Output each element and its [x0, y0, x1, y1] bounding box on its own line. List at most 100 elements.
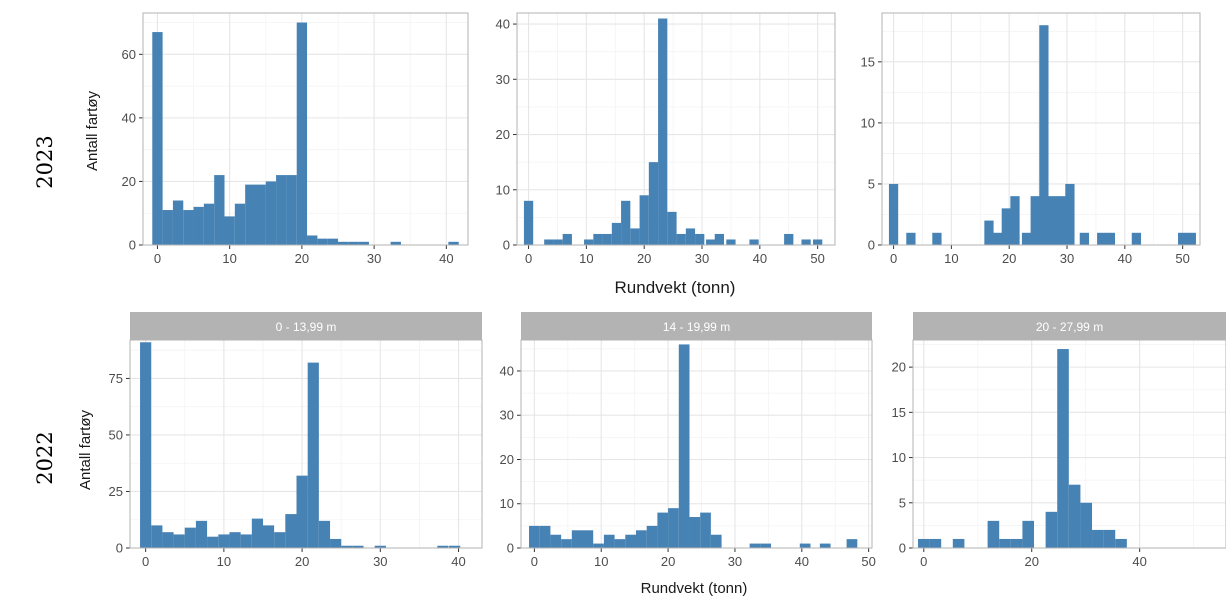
histogram-bar	[1010, 538, 1023, 548]
histogram-bar	[245, 184, 256, 245]
histogram-bar	[668, 508, 679, 548]
histogram-bar	[917, 538, 930, 548]
y-tick-label: 40	[500, 363, 514, 378]
histogram-bar	[1021, 232, 1032, 245]
histogram-bar	[529, 525, 540, 548]
histogram-bar	[553, 239, 563, 245]
x-tick-label: 40	[1118, 251, 1132, 266]
y-tick-label: 10	[500, 496, 514, 511]
histogram-bar	[562, 233, 572, 245]
panel-border	[142, 12, 469, 246]
histogram-bar	[390, 241, 401, 245]
y-tick-label: 30	[500, 408, 514, 423]
x-tick-label: 10	[222, 251, 236, 266]
histogram-bar	[1056, 196, 1066, 245]
histogram-bar	[593, 543, 604, 548]
x-tick-label: 0	[531, 554, 538, 569]
histogram-bar	[710, 534, 722, 548]
histogram-bar	[658, 18, 668, 246]
x-tick-label: 30	[1060, 251, 1074, 266]
histogram-bar	[307, 235, 318, 245]
panel-border	[520, 339, 873, 549]
histogram-bar	[678, 344, 690, 548]
histogram-bar	[214, 175, 225, 245]
histogram-bar	[584, 239, 594, 245]
row-labels: 2023 2022 Antall fartøy Antall fartøy Ru…	[33, 90, 747, 597]
histogram-bar	[630, 228, 640, 245]
y-tick-label: 75	[109, 371, 123, 386]
x-tick-label: 40	[795, 554, 809, 569]
histogram-bar	[151, 525, 163, 548]
histogram-bar	[906, 232, 916, 245]
histogram-bar	[1065, 183, 1075, 245]
histogram-bar	[813, 239, 823, 245]
x-tick-label: 20	[637, 251, 651, 266]
panel-border	[129, 339, 483, 549]
histogram-bar	[140, 342, 152, 548]
histogram-bar	[173, 534, 185, 548]
y-tick-label: 20	[496, 127, 510, 142]
histogram-bar	[1045, 511, 1058, 548]
histogram-bar	[749, 239, 759, 245]
histogram-bar	[749, 543, 761, 548]
panel-border	[516, 12, 836, 246]
histogram-bar	[571, 530, 583, 548]
histogram-bar	[172, 200, 184, 245]
histogram-bar	[251, 518, 264, 548]
histogram-bar	[193, 206, 204, 245]
histogram-bar	[352, 545, 364, 548]
histogram-bar	[274, 532, 286, 548]
x-tick-label: 40	[753, 251, 767, 266]
year-label-2022: 2022	[33, 431, 57, 484]
histogram-bar	[523, 200, 534, 245]
histogram-bar	[437, 545, 449, 548]
histogram-bar	[276, 175, 287, 245]
histogram-bar	[929, 538, 942, 548]
x-tick-label: 0	[154, 251, 161, 266]
histogram-bar	[234, 203, 246, 245]
histogram-bar	[1001, 208, 1011, 245]
x-tick-label: 20	[295, 554, 309, 569]
x-tick-label: 0	[920, 554, 927, 569]
histogram-bar	[799, 543, 811, 548]
panel-border	[881, 12, 1201, 246]
x-tick-label: 30	[695, 251, 709, 266]
x-tick-label: 20	[1002, 251, 1016, 266]
histogram-bar	[614, 539, 626, 548]
y-tick-label: 0	[129, 238, 136, 253]
histogram-bar	[648, 162, 659, 245]
x-tick-label: 50	[1175, 251, 1189, 266]
histogram-bar	[318, 520, 331, 548]
y-tick-label: 5	[868, 176, 875, 191]
y-tick-label: 20	[122, 174, 136, 189]
histogram-bar	[700, 512, 711, 548]
x-axis-title-2022: Rundvekt (tonn)	[641, 580, 748, 597]
facet-panel-2: 0 10 20 30 40 50 0 10 20 30 40	[496, 12, 836, 266]
histogram-bar	[846, 539, 858, 548]
histogram-bar	[296, 22, 308, 246]
histogram-bar	[265, 181, 277, 245]
histogram-bar	[296, 475, 308, 548]
histogram-bar	[307, 362, 319, 548]
histogram-bar	[819, 543, 831, 548]
histogram-bar	[327, 238, 339, 245]
histogram-bar	[240, 534, 252, 548]
histogram-bar	[1092, 529, 1104, 548]
histogram-bar	[888, 183, 899, 245]
x-tick-label: 10	[944, 251, 958, 266]
y-tick-label: 50	[109, 427, 123, 442]
x-tick-label: 20	[295, 251, 309, 266]
histogram-bar	[984, 220, 994, 245]
x-tick-label: 0	[525, 251, 532, 266]
x-tick-label: 50	[810, 251, 824, 266]
histogram-bar	[183, 210, 194, 245]
y-tick-label: 20	[892, 360, 906, 375]
facet-panel-4: 0 - 13,99 m 0 10 20 30 40 0 25 50 75	[109, 312, 483, 569]
histogram-bar	[348, 241, 359, 245]
histogram-bar	[784, 233, 794, 245]
y-tick-label: 10	[861, 115, 875, 130]
histogram-bar	[561, 539, 572, 548]
histogram-bar	[358, 241, 369, 245]
histogram-bar	[706, 239, 716, 245]
x-tick-label: 30	[367, 251, 381, 266]
